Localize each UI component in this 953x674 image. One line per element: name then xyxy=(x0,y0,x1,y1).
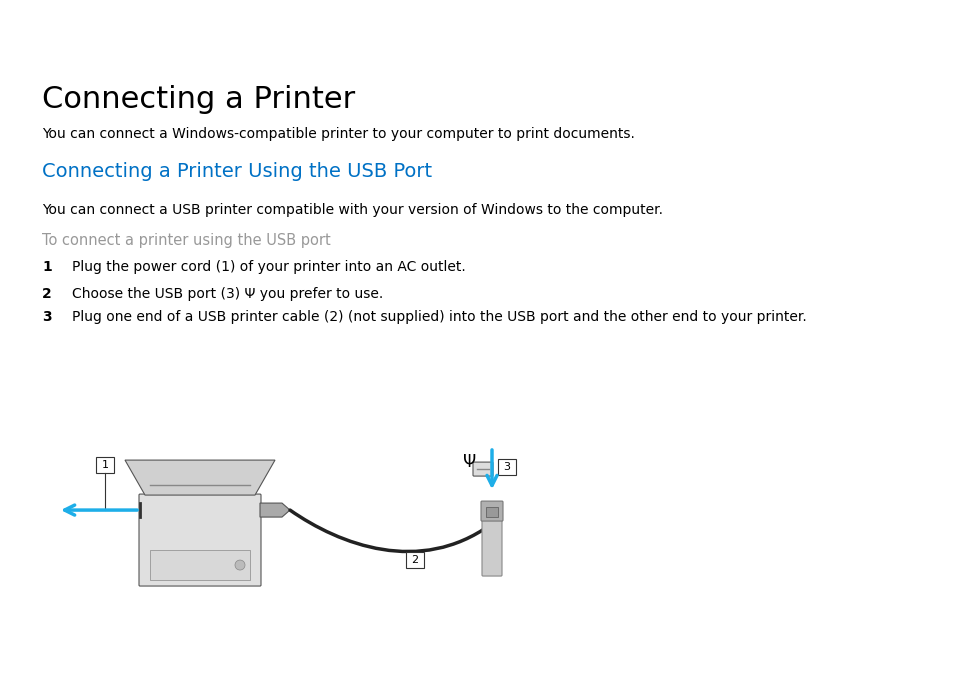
Text: Ψ: Ψ xyxy=(463,453,476,471)
Text: Using Peripheral Devices: Using Peripheral Devices xyxy=(773,33,939,46)
Text: ◄117►: ◄117► xyxy=(896,9,939,22)
Polygon shape xyxy=(260,503,290,517)
FancyBboxPatch shape xyxy=(480,501,502,521)
Text: 3: 3 xyxy=(503,462,510,472)
FancyBboxPatch shape xyxy=(139,494,261,586)
FancyBboxPatch shape xyxy=(96,457,113,473)
FancyBboxPatch shape xyxy=(497,459,516,475)
Text: To connect a printer using the USB port: To connect a printer using the USB port xyxy=(42,233,331,248)
Text: 2: 2 xyxy=(42,287,51,301)
Text: 1: 1 xyxy=(42,260,51,274)
Text: 2: 2 xyxy=(411,555,418,565)
Text: 1: 1 xyxy=(101,460,109,470)
Text: VAIO: VAIO xyxy=(18,15,90,41)
Text: Connecting a Printer: Connecting a Printer xyxy=(42,85,355,115)
Text: You can connect a USB printer compatible with your version of Windows to the com: You can connect a USB printer compatible… xyxy=(42,203,662,217)
Text: Connecting a Printer Using the USB Port: Connecting a Printer Using the USB Port xyxy=(42,162,432,181)
Bar xyxy=(485,507,497,517)
Bar xyxy=(150,550,250,580)
FancyBboxPatch shape xyxy=(406,552,423,568)
FancyBboxPatch shape xyxy=(481,519,501,576)
Circle shape xyxy=(234,560,245,570)
Polygon shape xyxy=(125,460,274,495)
Text: You can connect a Windows-compatible printer to your computer to print documents: You can connect a Windows-compatible pri… xyxy=(42,127,634,142)
Text: Plug the power cord (1) of your printer into an AC outlet.: Plug the power cord (1) of your printer … xyxy=(71,260,465,274)
Text: Choose the USB port (3) Ψ you prefer to use.: Choose the USB port (3) Ψ you prefer to … xyxy=(71,287,383,301)
Text: 3: 3 xyxy=(42,310,51,324)
FancyBboxPatch shape xyxy=(473,462,493,476)
Text: Plug one end of a USB printer cable (2) (not supplied) into the USB port and the: Plug one end of a USB printer cable (2) … xyxy=(71,310,806,324)
